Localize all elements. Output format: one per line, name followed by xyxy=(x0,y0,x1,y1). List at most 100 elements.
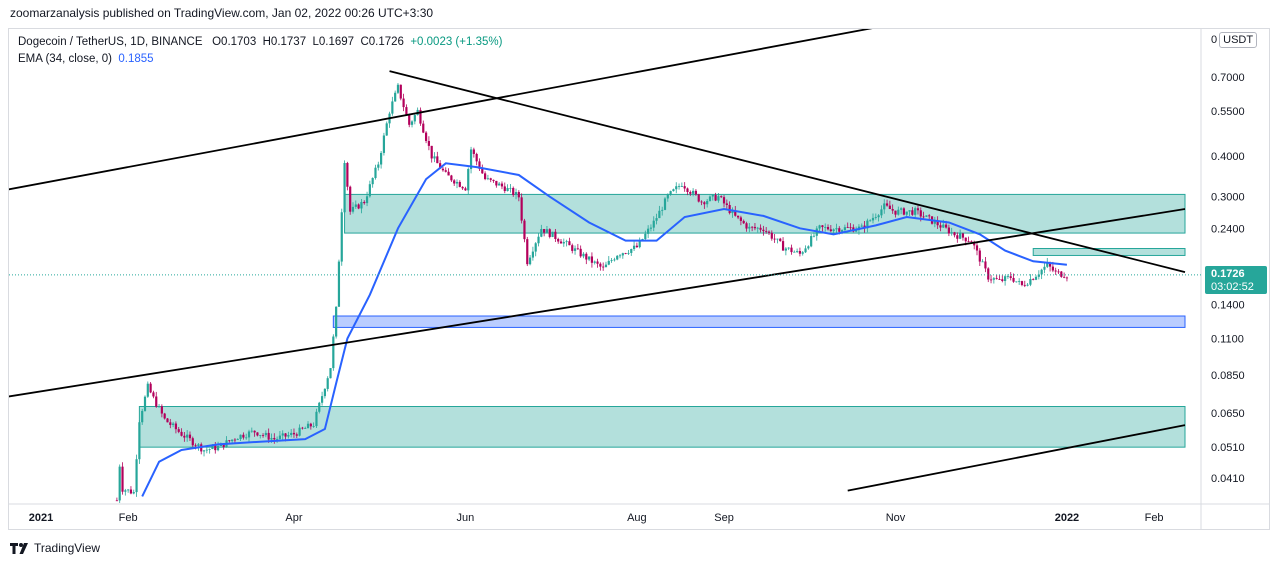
candle-body xyxy=(467,169,470,191)
candle-body xyxy=(717,196,720,201)
candle-body xyxy=(984,261,987,269)
candle-body xyxy=(486,178,490,180)
candle-body xyxy=(576,248,579,250)
candle-body xyxy=(939,225,942,228)
candle-body xyxy=(183,435,186,438)
candle-body xyxy=(942,224,945,228)
candle-body xyxy=(582,253,585,257)
candle-body xyxy=(826,227,830,230)
candle-body xyxy=(528,257,532,265)
candle-body xyxy=(683,186,686,189)
candle-body xyxy=(129,489,133,494)
candle-body xyxy=(472,149,475,154)
candle-body xyxy=(475,153,478,162)
candle-body xyxy=(835,228,838,230)
candle-body xyxy=(739,217,742,221)
candle-body xyxy=(745,223,748,229)
candle-body xyxy=(793,251,796,253)
candle-body xyxy=(216,446,220,451)
candle-body xyxy=(1009,276,1012,278)
unit-label: USDT xyxy=(1219,32,1258,48)
candle-body xyxy=(711,194,714,197)
candle-body xyxy=(436,156,439,164)
candle-body xyxy=(478,161,481,169)
candle-body xyxy=(354,204,357,207)
candle-body xyxy=(891,208,894,211)
bar-countdown: 03:02:52 xyxy=(1211,281,1254,293)
candle-body xyxy=(703,202,706,205)
candle-body xyxy=(697,194,700,202)
candle-body xyxy=(157,406,161,408)
candle-body xyxy=(391,101,394,114)
time-tick-label: Jun xyxy=(457,512,475,524)
candle-body xyxy=(214,445,217,451)
candle-body xyxy=(545,229,549,233)
candle-body xyxy=(900,208,903,210)
candle-body xyxy=(514,192,518,196)
trendline-1 xyxy=(9,208,1186,398)
candle-body xyxy=(343,162,346,213)
candle-body xyxy=(298,427,301,436)
candle-body xyxy=(180,431,183,436)
candle-body xyxy=(663,198,667,210)
candle-body xyxy=(568,241,571,246)
tradingview-brand[interactable]: TradingView xyxy=(10,541,100,555)
candle-body xyxy=(143,396,147,411)
candle-body xyxy=(276,438,279,440)
candle-body xyxy=(177,429,180,432)
candle-body xyxy=(329,368,332,379)
chart-frame[interactable] xyxy=(8,28,1270,530)
candle-body xyxy=(596,261,599,264)
candles-layer xyxy=(115,83,1069,503)
candle-body xyxy=(146,383,149,397)
candle-body xyxy=(866,220,869,229)
candle-body xyxy=(666,194,669,199)
candle-body xyxy=(351,206,355,212)
candle-body xyxy=(787,247,790,249)
currency-unit[interactable]: 0 USDT xyxy=(1211,32,1258,48)
candle-body xyxy=(950,232,953,234)
ema-line xyxy=(141,162,1068,497)
candle-body xyxy=(588,256,591,260)
candle-body xyxy=(441,168,445,171)
candle-body xyxy=(677,186,681,187)
candle-body xyxy=(169,422,172,425)
candle-body xyxy=(450,175,453,181)
candle-body xyxy=(261,435,265,436)
candle-body xyxy=(655,218,658,221)
candle-body xyxy=(630,249,633,253)
zone-0 xyxy=(344,193,1186,234)
candle-body xyxy=(202,450,206,452)
price-tick-label: 0.0650 xyxy=(1211,408,1245,420)
ema-label: EMA (34, close, 0) xyxy=(18,53,112,65)
candle-body xyxy=(618,255,622,257)
candle-body xyxy=(964,237,967,242)
candle-body xyxy=(961,233,965,238)
candle-body xyxy=(458,181,461,187)
candle-body xyxy=(410,121,414,125)
candle-body xyxy=(231,439,234,442)
candle-body xyxy=(127,489,130,491)
candle-body xyxy=(281,433,284,436)
candle-body xyxy=(1060,271,1063,277)
candle-body xyxy=(239,434,242,440)
published-byline: zoomarzanalysis published on TradingView… xyxy=(10,6,434,20)
candle-body xyxy=(253,430,256,433)
candle-body xyxy=(987,268,990,280)
price-tick-label: 0.4000 xyxy=(1211,151,1245,163)
candle-body xyxy=(888,205,891,209)
candle-body xyxy=(368,184,371,197)
symbol-name: Dogecoin / TetherUS, 1D, BINANCE xyxy=(18,36,203,48)
candle-body xyxy=(947,227,950,234)
candle-body xyxy=(1032,278,1035,280)
candle-body xyxy=(720,196,723,198)
candle-body xyxy=(922,216,925,218)
candle-body xyxy=(1065,277,1069,279)
candle-body xyxy=(326,378,329,389)
candle-body xyxy=(543,229,546,233)
candle-body xyxy=(1057,271,1060,273)
candle-body xyxy=(481,168,484,174)
ohlc-high: H0.1737 xyxy=(262,36,307,48)
ema-layer xyxy=(141,162,1068,497)
